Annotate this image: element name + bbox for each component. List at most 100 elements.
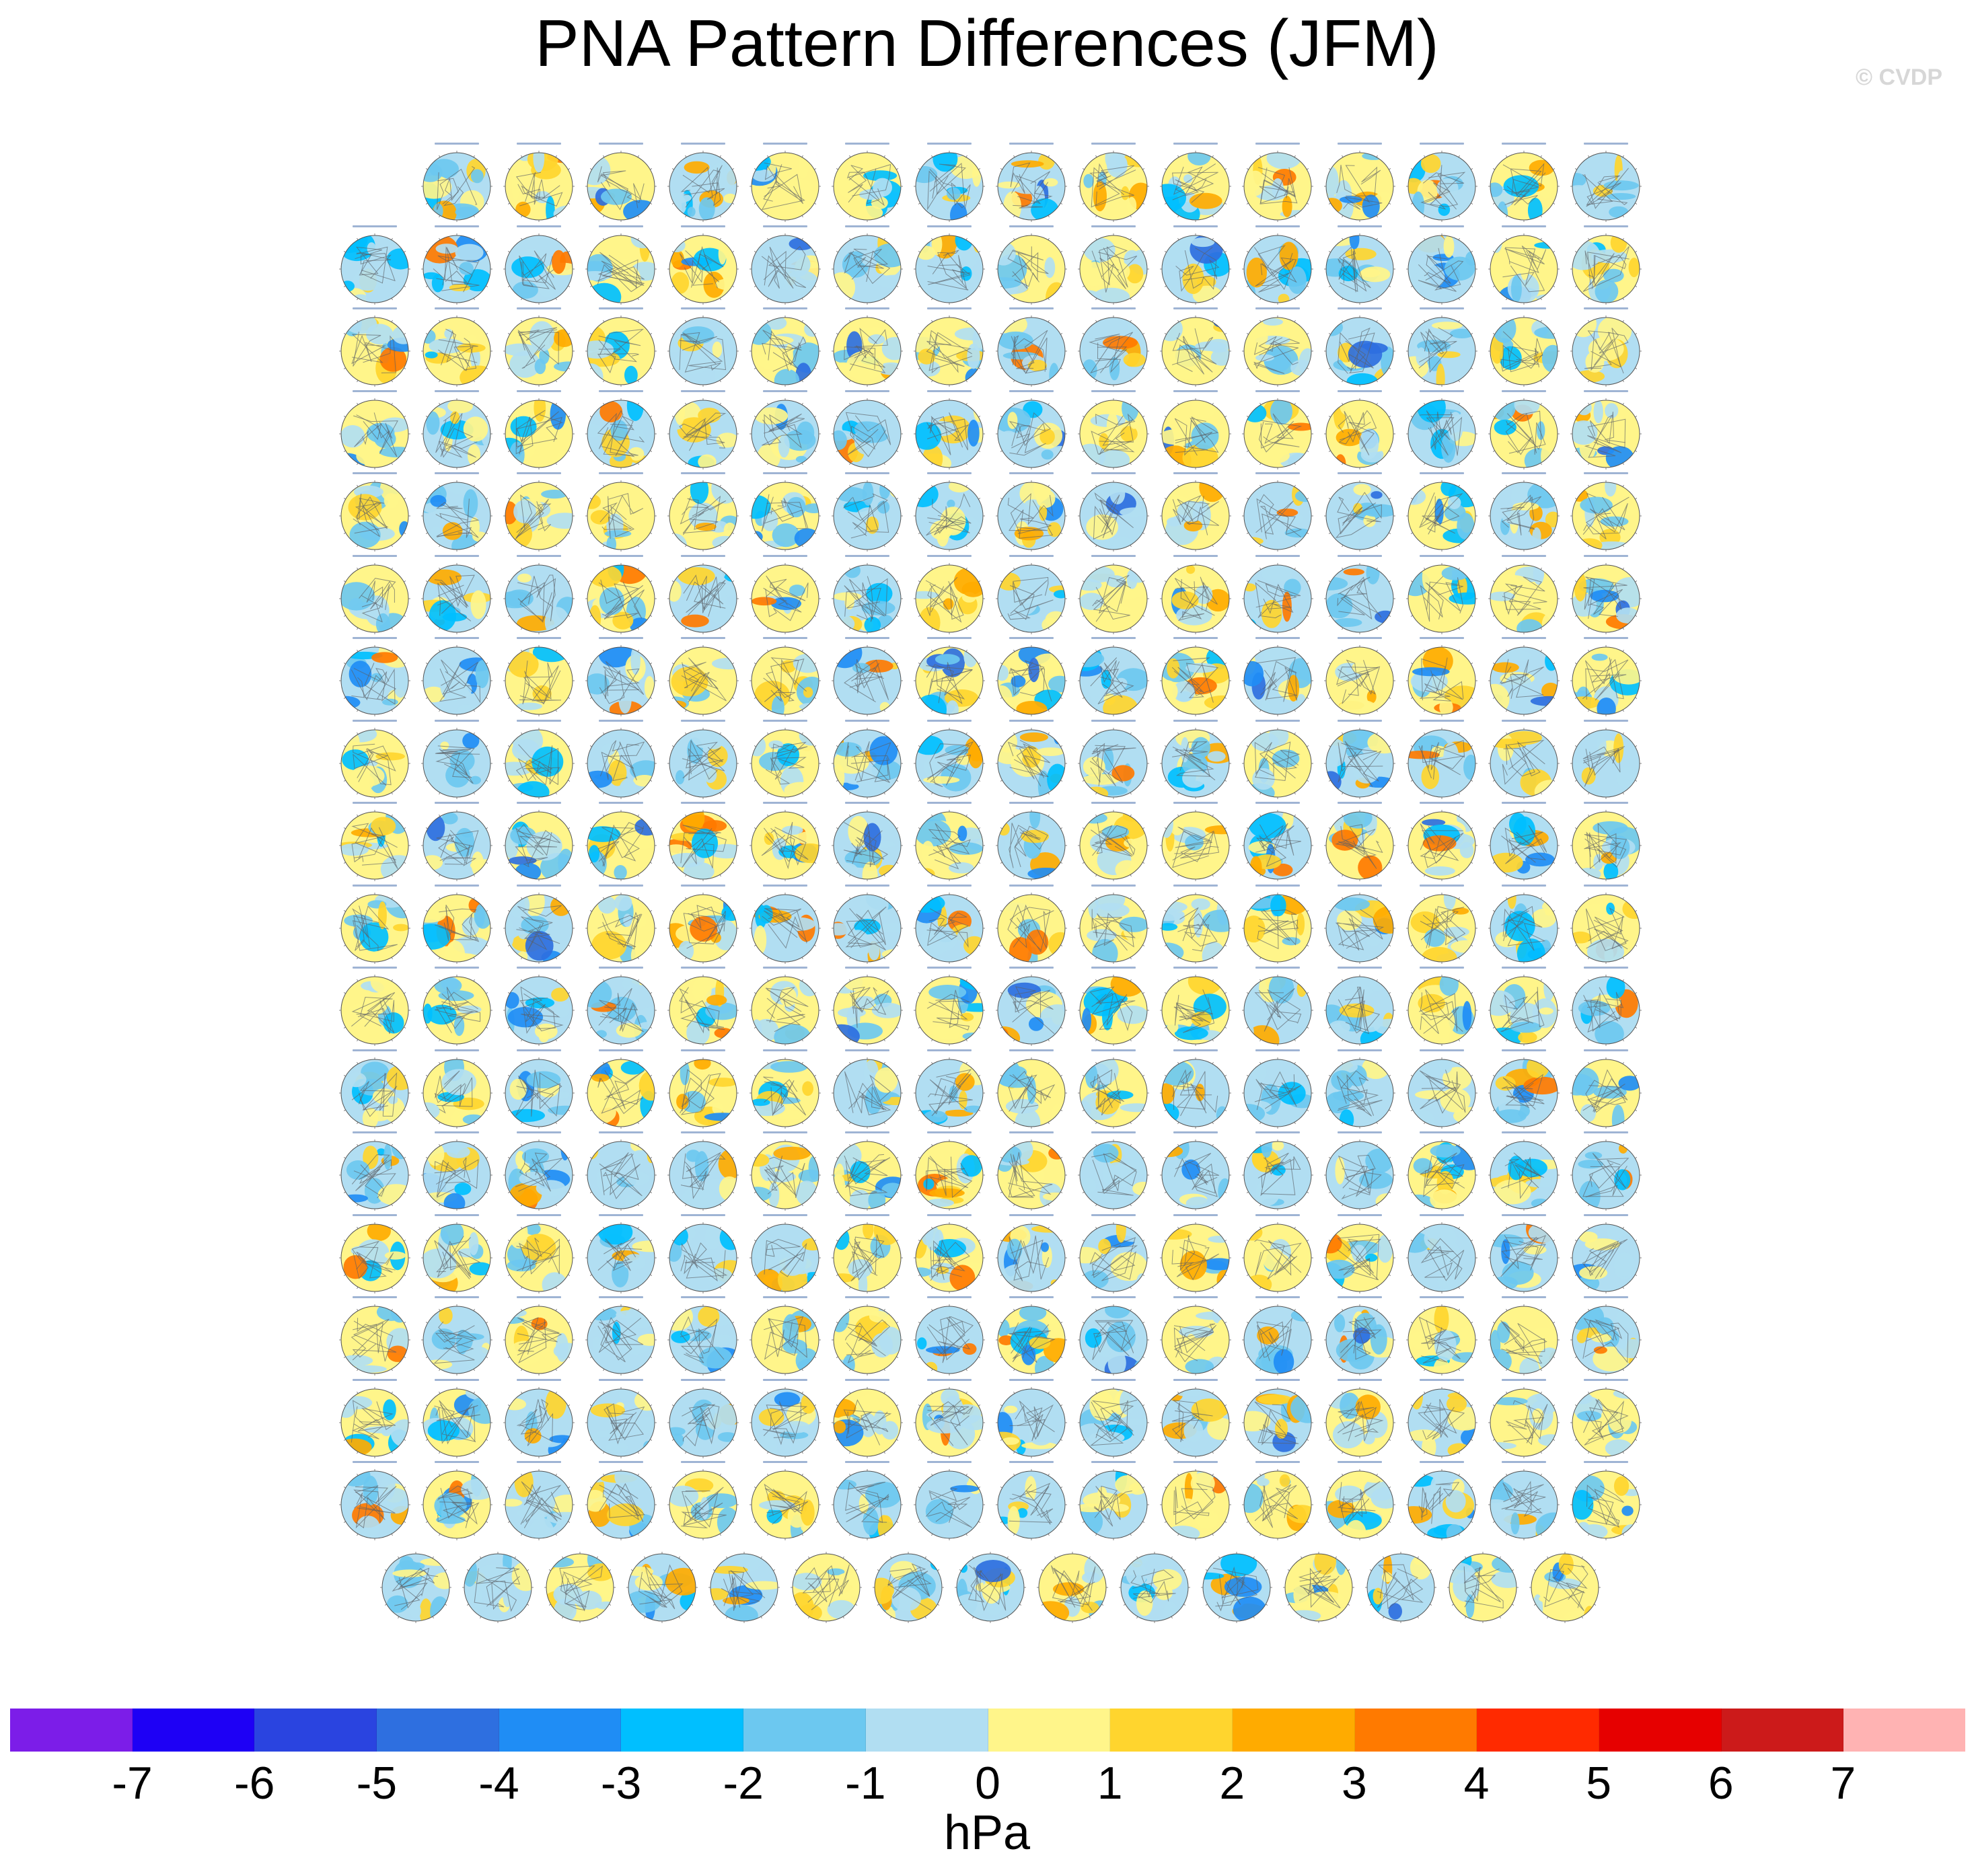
- panel-caption: [912, 718, 986, 724]
- polar-map: [996, 975, 1067, 1046]
- polar-map: [996, 1386, 1067, 1458]
- polar-map: [1160, 151, 1231, 222]
- polar-map: [750, 975, 821, 1046]
- polar-map: [750, 233, 821, 305]
- map-panel: [1076, 636, 1150, 718]
- polar-map: [996, 480, 1067, 552]
- panel-caption: [338, 471, 412, 476]
- map-panel: [584, 965, 658, 1047]
- colorbar-swatch: [743, 1709, 866, 1752]
- panel-caption: [1405, 224, 1479, 229]
- map-panel: [584, 471, 658, 553]
- polar-map: [1570, 315, 1642, 387]
- map-panel: [1323, 718, 1397, 800]
- polar-map: [1078, 315, 1149, 387]
- polar-map: [1324, 562, 1395, 634]
- map-panel: [1405, 800, 1479, 883]
- polar-map: [462, 1551, 534, 1623]
- map-panel: [666, 1048, 740, 1130]
- polar-map: [1160, 1139, 1231, 1211]
- map-panel: [789, 1542, 863, 1624]
- panel-caption: [1569, 718, 1643, 724]
- polar-map: [1160, 1222, 1231, 1293]
- panel-caption: [1076, 800, 1150, 806]
- map-panel: [338, 965, 412, 1047]
- panel-caption: [420, 1378, 494, 1383]
- panel-caption: [666, 1213, 740, 1218]
- map-panel: [1405, 1048, 1479, 1130]
- panel-caption: [1323, 554, 1397, 559]
- panel-caption: [338, 718, 412, 724]
- polar-map: [667, 892, 739, 964]
- map-panel: [1241, 389, 1315, 471]
- map-panel: [994, 965, 1068, 1047]
- polar-map: [914, 233, 985, 305]
- colorbar-tick-label: 7: [1830, 1758, 1856, 1809]
- panel-caption: [1159, 883, 1233, 889]
- panel-caption: [1323, 883, 1397, 889]
- map-panel: [1323, 389, 1397, 471]
- map-panel: [666, 1213, 740, 1295]
- panel-caption: [666, 224, 740, 229]
- panel-caption: [748, 1295, 822, 1300]
- colorbar-swatch: [132, 1709, 255, 1752]
- map-panel: [502, 1130, 576, 1212]
- polar-map: [380, 1551, 451, 1623]
- panel-caption: [1035, 1542, 1109, 1548]
- polar-map: [996, 1057, 1067, 1129]
- polar-map: [1447, 1551, 1519, 1623]
- panel-caption: [1241, 1130, 1315, 1135]
- panel-caption: [1569, 800, 1643, 806]
- polar-map: [421, 645, 492, 716]
- panel-caption: [338, 389, 412, 394]
- map-panel: [1405, 1295, 1479, 1377]
- map-panel: [1241, 141, 1315, 223]
- polar-map: [1570, 810, 1642, 881]
- polar-map: [1324, 727, 1395, 799]
- panel-caption: [1323, 471, 1397, 476]
- panel-caption: [1323, 1460, 1397, 1465]
- panel-caption: [748, 883, 822, 889]
- polar-map: [832, 480, 903, 552]
- polar-map: [914, 892, 985, 964]
- panel-caption: [338, 965, 412, 971]
- map-panel: [1405, 1378, 1479, 1460]
- map-panel: [994, 1460, 1068, 1542]
- panel-caption: [830, 1295, 904, 1300]
- panel-caption: [1405, 1460, 1479, 1465]
- panel-caption: [1241, 1213, 1315, 1218]
- colorbar-swatch: [1232, 1709, 1355, 1752]
- polar-map: [585, 1469, 657, 1540]
- colorbar-swatch: [254, 1709, 377, 1752]
- panel-caption: [1076, 224, 1150, 229]
- map-panel: [912, 389, 986, 471]
- polar-map: [832, 1222, 903, 1293]
- panel-caption: [912, 389, 986, 394]
- polar-map: [1324, 810, 1395, 881]
- map-panel: [420, 883, 494, 965]
- panel-caption: [1076, 389, 1150, 394]
- map-panel: [1118, 1542, 1192, 1624]
- panel-caption: [666, 1295, 740, 1300]
- panel-caption: [666, 718, 740, 724]
- panel-caption: [748, 224, 822, 229]
- map-panel: [584, 389, 658, 471]
- panel-caption: [1405, 718, 1479, 724]
- panel-caption: [584, 306, 658, 311]
- panel-caption: [830, 883, 904, 889]
- polar-map: [1406, 233, 1477, 305]
- polar-map: [585, 1057, 657, 1129]
- panel-caption: [1076, 636, 1150, 641]
- panel-caption: [420, 965, 494, 971]
- map-panel: [748, 1378, 822, 1460]
- map-panel: [912, 965, 986, 1047]
- map-panel: [1241, 718, 1315, 800]
- colorbar-swatch: [10, 1709, 133, 1752]
- colorbar-tick-label: 1: [1097, 1758, 1123, 1809]
- panel-caption: [1159, 965, 1233, 971]
- panel-caption: [666, 554, 740, 559]
- panel-caption: [1487, 1378, 1561, 1383]
- map-panel: [1323, 224, 1397, 306]
- map-panel: [1569, 141, 1643, 223]
- polar-map: [1570, 1222, 1642, 1293]
